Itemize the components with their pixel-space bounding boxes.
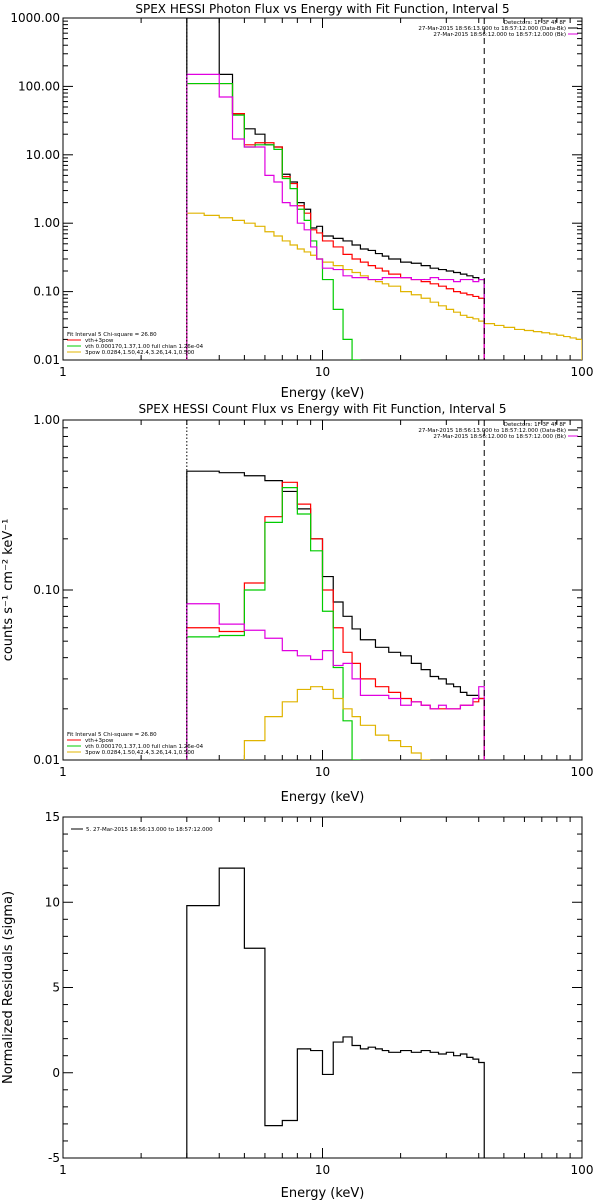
- series-vth-3pow-line: [186, 82, 485, 360]
- y-tick-label: -5: [48, 1151, 60, 1165]
- legend-text: 27-Mar-2015 18:56:12.000 to 18:57:12.000…: [433, 32, 566, 38]
- legend-text: Detectors: 1F 3F 4F 8F: [504, 422, 566, 428]
- series-bk-line: [186, 603, 485, 760]
- chart-title: SPEX HESSI Photon Flux vs Energy with Fi…: [135, 2, 509, 16]
- series-vth-line: [186, 487, 361, 760]
- x-tick-label: 10: [315, 765, 330, 779]
- series-vth-line: [186, 82, 361, 360]
- x-tick-label: 1: [59, 1163, 67, 1177]
- y-tick-label: 0.01: [33, 353, 60, 367]
- fit-legend-text: Fit Interval 5 Chi-square = 26.80: [67, 332, 157, 338]
- fit-legend-text: 3pow 0.0284,1.50,42.4,3.26,14.1,0.500: [85, 350, 195, 356]
- y-tick-label: 1.00: [33, 216, 60, 230]
- legend-text: Detectors: 1F 3F 4F 8F: [504, 20, 566, 26]
- legend-text: 27-Mar-2015 18:56:13.000 to 18:57:12.000…: [418, 26, 566, 32]
- fit-legend-text: Fit Interval 5 Chi-square = 26.80: [67, 732, 157, 738]
- series-layer: [186, 470, 485, 760]
- series-vth-3pow-line: [186, 481, 485, 760]
- fit-legend-text: 3pow 0.0284,1.50,42.4,3.26,14.1,0.500: [85, 750, 195, 756]
- axes-frame: [62, 17, 583, 361]
- y-tick-label: 10: [45, 895, 60, 909]
- series-data-bk-line: [186, 470, 485, 760]
- x-axis-label: Energy (keV): [281, 790, 365, 805]
- legend-text: 5. 27-Mar-2015 18:56:13.000 to 18:57:12.…: [86, 827, 213, 833]
- x-axis-label: Energy (keV): [281, 386, 365, 401]
- y-tick-label: 0: [52, 1066, 60, 1080]
- count-flux-plot: 1 10 100 0.01 0.10 1.00 SPEX HESSI Count Flux …: [1, 402, 593, 805]
- legend-text: 27-Mar-2015 18:56:13.000 to 18:57:12.000…: [418, 428, 566, 434]
- chart-title: SPEX HESSI Count Flux vs Energy with Fit…: [138, 402, 506, 416]
- y-tick-label: 1000.00: [10, 11, 60, 25]
- x-tick-label: 100: [571, 1163, 594, 1177]
- y-tick-label: 0.10: [33, 285, 60, 299]
- y-tick-label: 5: [52, 981, 60, 995]
- series-residuals-line: [186, 867, 485, 1158]
- series-3pow-line: [186, 212, 582, 360]
- fit-legend-text: vth 0.000170,1.37,1.00 full chian 1.26e-…: [85, 344, 204, 350]
- x-tick-label: 10: [315, 365, 330, 379]
- series-data-bk-line: [186, 18, 485, 360]
- y-axis-label: Normalized Residuals (sigma): [1, 891, 16, 1084]
- series-layer: [186, 867, 485, 1158]
- y-tick-label: 15: [45, 810, 60, 824]
- fit-legend-text: vth+3pow: [85, 338, 114, 344]
- fit-legend-text: vth 0.000170,1.37,1.00 full chian 1.26e-…: [85, 744, 204, 750]
- y-axis-label: counts s⁻¹ cm⁻² keV⁻¹: [1, 519, 16, 662]
- fit-legend-text: vth+3pow: [85, 738, 114, 744]
- y-tick-label: 0.10: [33, 583, 60, 597]
- y-tick-label: 1.00: [33, 413, 60, 427]
- x-tick-label: 1: [59, 365, 67, 379]
- series-3pow-line: [243, 686, 431, 760]
- y-tick-label: 10.00: [26, 148, 60, 162]
- x-tick-label: 100: [571, 365, 594, 379]
- x-tick-label: 10: [315, 1163, 330, 1177]
- x-axis-label: Energy (keV): [281, 1186, 365, 1200]
- residuals-plot: 1 10 100 -5 0 5 10 15 Energy (keV) Normalized Res…: [1, 810, 593, 1200]
- series-layer: [186, 18, 582, 360]
- series-bk-line: [186, 73, 485, 360]
- y-tick-label: 100.00: [18, 79, 60, 93]
- legend-text: 27-Mar-2015 18:56:12.000 to 18:57:12.000…: [433, 434, 566, 440]
- photon-flux-plot: 1 10 100 0.01 0.10 1.00 10.00 100.00 1000.00 SPEX…: [10, 2, 593, 401]
- x-tick-label: 100: [571, 765, 594, 779]
- y-tick-label: 0.01: [33, 753, 60, 767]
- axes-frame: [62, 816, 583, 1159]
- x-tick-label: 1: [59, 765, 67, 779]
